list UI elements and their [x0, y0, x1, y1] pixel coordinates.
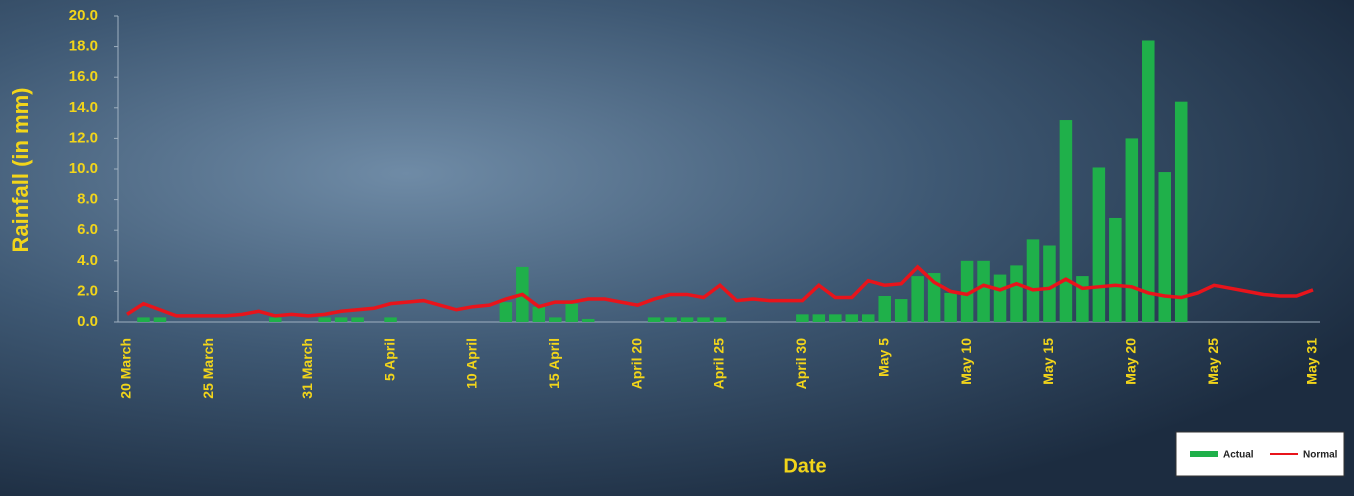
bar — [532, 306, 546, 322]
bar — [894, 299, 908, 322]
bar — [993, 274, 1007, 322]
x-tick-label: May 25 — [1205, 338, 1221, 385]
y-tick-label: 12.0 — [69, 129, 98, 146]
y-tick-label: 4.0 — [77, 252, 98, 269]
y-tick-label: 6.0 — [77, 221, 98, 238]
bar — [1026, 239, 1040, 322]
x-tick-label: 10 April — [464, 338, 480, 389]
bar — [1076, 276, 1089, 322]
bar — [697, 317, 710, 322]
bar — [268, 317, 282, 322]
bar — [318, 317, 331, 322]
y-tick-label: 10.0 — [69, 160, 98, 177]
bar — [1043, 245, 1056, 322]
bar — [351, 317, 364, 322]
bar — [1092, 167, 1106, 322]
y-tick-label: 14.0 — [69, 99, 98, 116]
bar — [137, 317, 150, 322]
x-tick-label: 31 March — [299, 338, 315, 399]
bar — [581, 318, 595, 322]
bar — [878, 295, 891, 322]
bar — [153, 317, 167, 322]
bar — [1059, 120, 1073, 322]
bar — [1010, 265, 1023, 322]
x-tick-label: April 30 — [793, 338, 809, 390]
x-tick-label: 5 April — [381, 338, 397, 381]
bar — [812, 314, 826, 322]
legend-label: Actual — [1223, 450, 1254, 461]
bar — [1109, 217, 1122, 322]
bar — [334, 317, 348, 322]
y-axis-title: Rainfall (in mm) — [8, 87, 33, 252]
x-tick-label: 25 March — [200, 338, 216, 399]
y-tick-label: 16.0 — [69, 68, 98, 85]
x-tick-label: May 31 — [1304, 338, 1320, 385]
y-tick-label: 18.0 — [69, 38, 98, 55]
bar — [944, 292, 957, 322]
bar — [499, 302, 513, 322]
x-tick-label: April 25 — [711, 338, 727, 390]
x-tick-label: April 20 — [628, 338, 644, 390]
bar — [549, 317, 562, 322]
bar — [664, 317, 677, 322]
x-tick-label: May 5 — [875, 338, 891, 377]
x-tick-label: May 20 — [1123, 338, 1139, 385]
y-tick-label: 8.0 — [77, 191, 98, 208]
bar — [1158, 172, 1172, 322]
x-tick-label: May 10 — [958, 338, 974, 385]
bar — [1142, 40, 1155, 322]
bar — [384, 317, 397, 322]
bar — [647, 317, 661, 322]
bar — [960, 260, 974, 322]
y-tick-label: 20.0 — [69, 7, 98, 24]
x-tick-label: 15 April — [546, 338, 562, 389]
bar — [829, 314, 842, 322]
line — [126, 264, 1314, 318]
bar — [845, 314, 859, 322]
bar — [1174, 101, 1188, 323]
bar — [861, 314, 875, 322]
y-tick-label: 2.0 — [77, 282, 98, 299]
bar — [713, 317, 727, 322]
bar — [977, 260, 990, 322]
x-tick-label: May 15 — [1040, 338, 1056, 385]
bar — [911, 276, 924, 322]
x-tick-label: 20 March — [118, 338, 134, 399]
bar — [1125, 138, 1139, 322]
x-axis-title: Date — [783, 455, 826, 477]
bar — [680, 317, 694, 322]
y-tick-label: 0.0 — [77, 313, 98, 330]
bar — [796, 314, 809, 322]
bar — [565, 303, 579, 322]
legend-swatch — [1190, 451, 1218, 457]
legend-label: Normal — [1303, 450, 1338, 461]
